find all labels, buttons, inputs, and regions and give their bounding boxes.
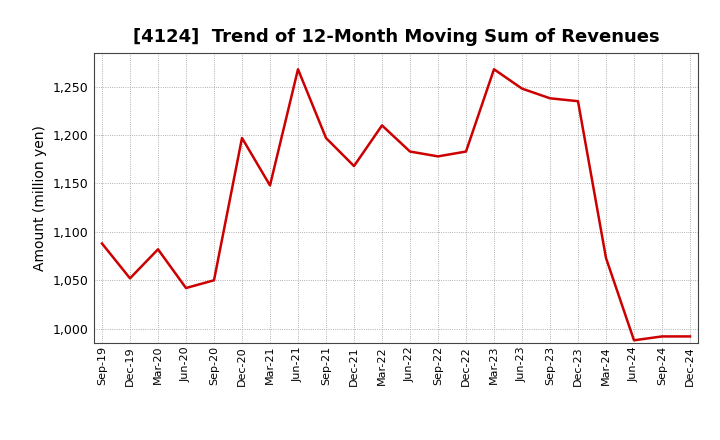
Title: [4124]  Trend of 12-Month Moving Sum of Revenues: [4124] Trend of 12-Month Moving Sum of R… — [132, 28, 660, 46]
Y-axis label: Amount (million yen): Amount (million yen) — [33, 125, 48, 271]
